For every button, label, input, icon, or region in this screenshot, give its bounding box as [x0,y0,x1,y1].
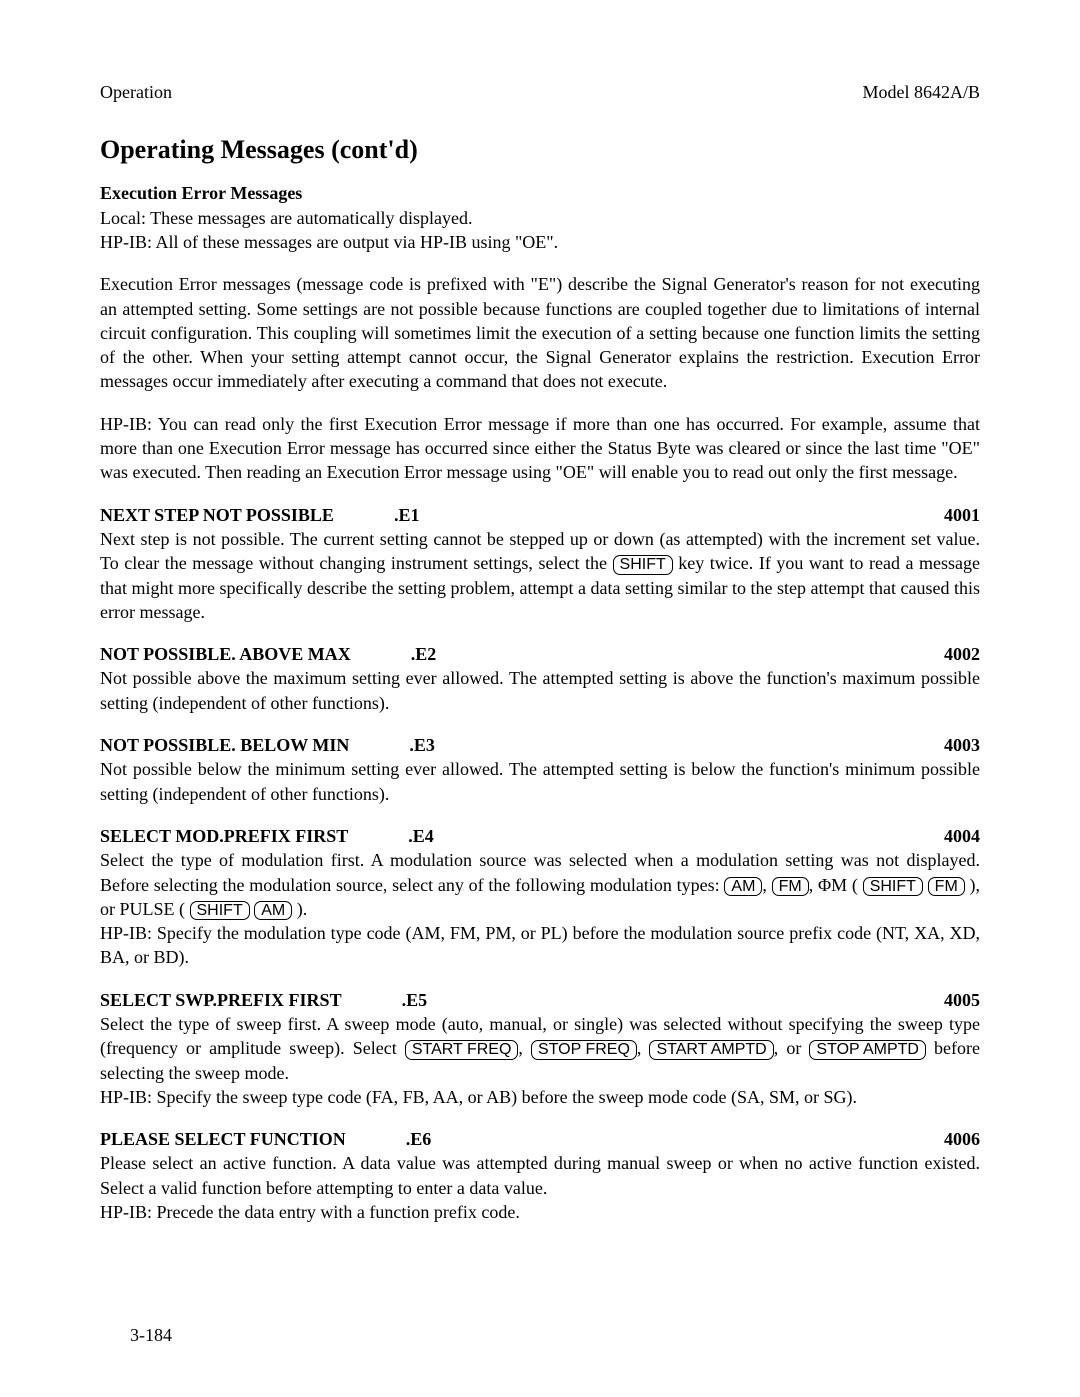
entry-code: .E4 [408,824,434,848]
intro-line: Local: These messages are automatically … [100,206,980,230]
entry-text: , [762,875,771,895]
entry-body: HP-IB: Specify the sweep type code (FA, … [100,1085,980,1109]
entry-title: NOT POSSIBLE. ABOVE MAX [100,642,351,666]
stop-freq-key-icon: STOP FREQ [531,1040,637,1060]
entry-header: PLEASE SELECT FUNCTION .E6 4006 [100,1127,980,1151]
entry-body: Not possible below the minimum setting e… [100,757,980,806]
entry-header: NEXT STEP NOT POSSIBLE .E1 4001 [100,503,980,527]
entry-text: , ΦM ( [809,875,863,895]
entry-text: , [637,1038,650,1058]
entry-number: 4003 [944,733,980,757]
entry-number: 4004 [944,824,980,848]
entry-body: Please select an active function. A data… [100,1151,980,1200]
entry-header: NOT POSSIBLE. ABOVE MAX .E2 4002 [100,642,980,666]
stop-amptd-key-icon: STOP AMPTD [809,1040,926,1060]
fm-key-icon: FM [772,877,809,897]
page-title: Operating Messages (cont'd) [100,132,980,167]
entry-title: PLEASE SELECT FUNCTION [100,1127,346,1151]
intro-line: HP-IB: All of these messages are output … [100,230,980,254]
am-key-icon: AM [254,901,292,921]
entry-number: 4005 [944,988,980,1012]
entry-body: Next step is not possible. The current s… [100,527,980,624]
entry-title: NEXT STEP NOT POSSIBLE [100,503,334,527]
section-heading: Execution Error Messages [100,181,980,205]
entry-number: 4006 [944,1127,980,1151]
header-left: Operation [100,80,172,104]
intro-paragraph: HP-IB: You can read only the first Execu… [100,412,980,485]
shift-key-icon: SHIFT [863,877,923,897]
page-header: Operation Model 8642A/B [100,80,980,104]
fm-key-icon: FM [928,877,965,897]
entry-code: .E3 [409,733,435,757]
entry-text: ). [292,899,307,919]
entry-title: SELECT MOD.PREFIX FIRST [100,824,348,848]
shift-key-icon: SHIFT [613,555,673,575]
page: Operation Model 8642A/B Operating Messag… [0,0,1080,1397]
entry-body: Select the type of sweep first. A sweep … [100,1012,980,1085]
entry-code: .E2 [411,642,437,666]
am-key-icon: AM [724,877,762,897]
header-right: Model 8642A/B [862,80,980,104]
entry-code: .E5 [402,988,428,1012]
entry-body: HP-IB: Precede the data entry with a fun… [100,1200,980,1224]
entry-header: SELECT MOD.PREFIX FIRST .E4 4004 [100,824,980,848]
entry-number: 4001 [944,503,980,527]
entry-code: .E6 [406,1127,432,1151]
entry-body: Not possible above the maximum setting e… [100,666,980,715]
entry-title: SELECT SWP.PREFIX FIRST [100,988,342,1012]
entry-body: Select the type of modulation first. A m… [100,848,980,921]
start-amptd-key-icon: START AMPTD [649,1040,773,1060]
entry-number: 4002 [944,642,980,666]
entry-text: , or [774,1038,810,1058]
entry-code: .E1 [394,503,420,527]
start-freq-key-icon: START FREQ [405,1040,519,1060]
shift-key-icon: SHIFT [190,901,250,921]
entry-text [923,875,928,895]
entry-header: NOT POSSIBLE. BELOW MIN .E3 4003 [100,733,980,757]
entry-text: , [518,1038,531,1058]
page-number: 3-184 [130,1323,172,1347]
entry-header: SELECT SWP.PREFIX FIRST .E5 4005 [100,988,980,1012]
entry-body: HP-IB: Specify the modulation type code … [100,921,980,970]
entry-title: NOT POSSIBLE. BELOW MIN [100,733,349,757]
intro-paragraph: Execution Error messages (message code i… [100,272,980,393]
